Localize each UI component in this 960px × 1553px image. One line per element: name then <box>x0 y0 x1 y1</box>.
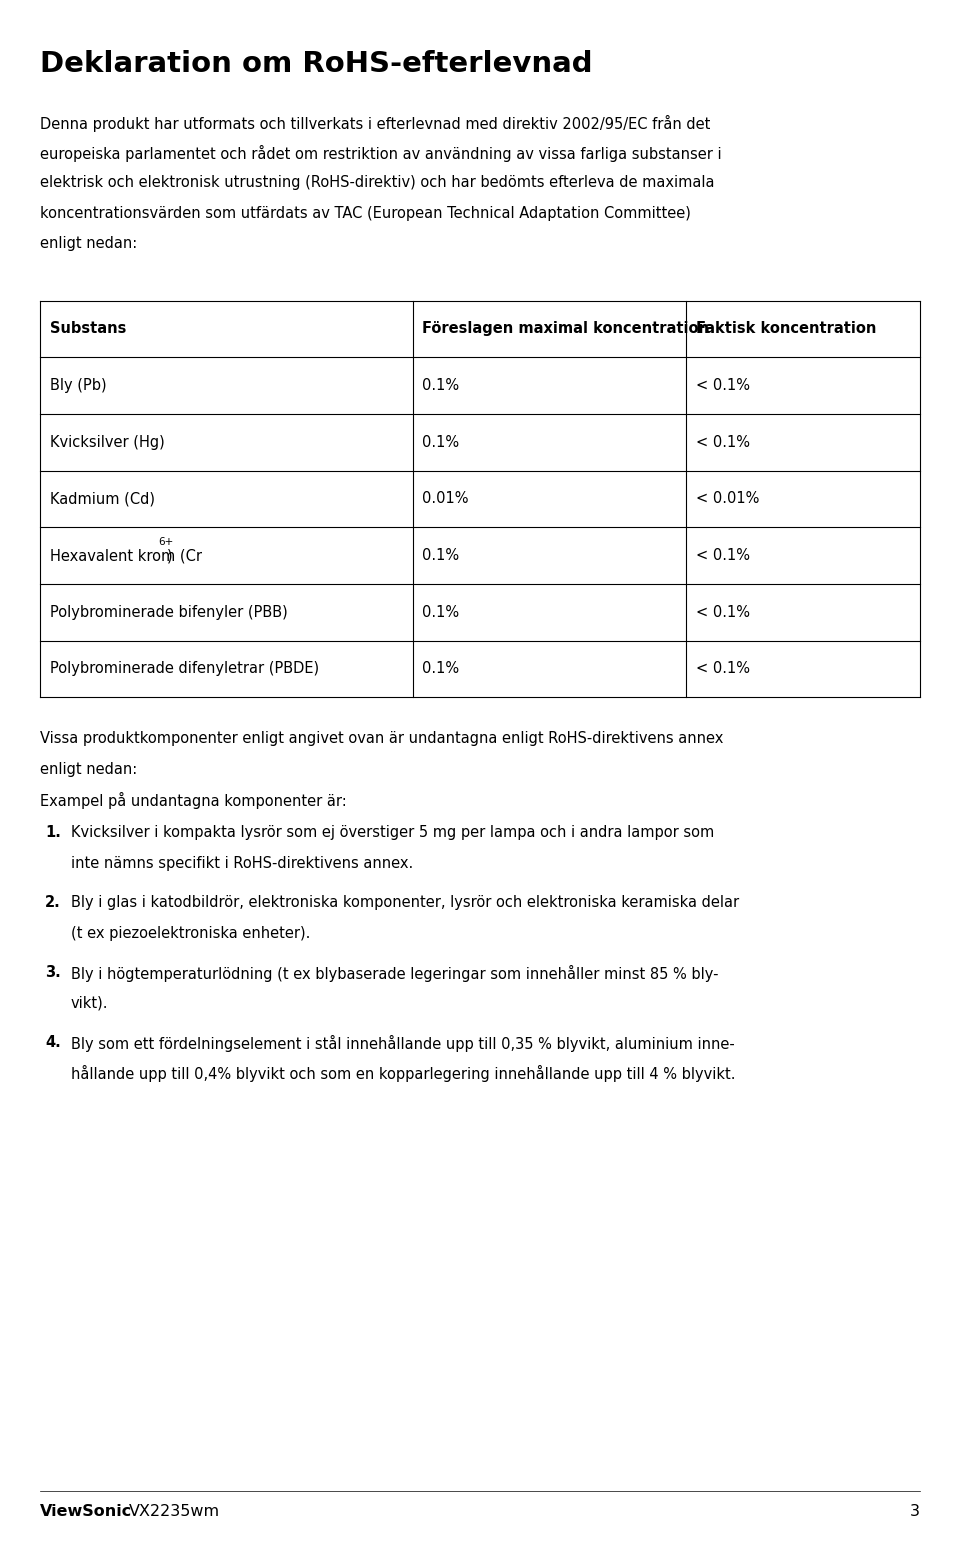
Text: Föreslagen maximal koncentration: Föreslagen maximal koncentration <box>422 321 709 337</box>
Text: hållande upp till 0,4% blyvikt och som en kopparlegering innehållande upp till 4: hållande upp till 0,4% blyvikt och som e… <box>71 1065 735 1082</box>
Text: Bly i glas i katodbildrör, elektroniska komponenter, lysrör och elektroniska ker: Bly i glas i katodbildrör, elektroniska … <box>71 895 739 910</box>
Text: 0.1%: 0.1% <box>422 548 460 564</box>
Text: ): ) <box>167 548 173 564</box>
Text: ViewSonic: ViewSonic <box>40 1503 132 1519</box>
Text: < 0.01%: < 0.01% <box>696 491 759 506</box>
Text: Kadmium (Cd): Kadmium (Cd) <box>50 491 155 506</box>
Text: < 0.1%: < 0.1% <box>696 377 750 393</box>
Text: Bly i högtemperaturlödning (t ex blybaserade legeringar som innehåller minst 85 : Bly i högtemperaturlödning (t ex blybase… <box>71 964 718 981</box>
Text: (t ex piezoelektroniska enheter).: (t ex piezoelektroniska enheter). <box>71 926 310 941</box>
Text: Deklaration om RoHS-efterlevnad: Deklaration om RoHS-efterlevnad <box>40 50 593 78</box>
Text: Bly som ett fördelningselement i stål innehållande upp till 0,35 % blyvikt, alum: Bly som ett fördelningselement i stål in… <box>71 1034 734 1051</box>
Text: 0.01%: 0.01% <box>422 491 468 506</box>
Text: Kvicksilver i kompakta lysrör som ej överstiger 5 mg per lampa och i andra lampo: Kvicksilver i kompakta lysrör som ej öve… <box>71 825 714 840</box>
Text: 4.: 4. <box>45 1034 60 1050</box>
Text: 0.1%: 0.1% <box>422 435 460 450</box>
Text: Kvicksilver (Hg): Kvicksilver (Hg) <box>50 435 165 450</box>
Text: enligt nedan:: enligt nedan: <box>40 761 137 776</box>
Text: europeiska parlamentet och rådet om restriktion av användning av vissa farliga s: europeiska parlamentet och rådet om rest… <box>40 146 722 162</box>
Text: inte nämns specifikt i RoHS-direktivens annex.: inte nämns specifikt i RoHS-direktivens … <box>71 856 414 871</box>
Text: 2.: 2. <box>45 895 60 910</box>
Text: Denna produkt har utformats och tillverkats i efterlevnad med direktiv 2002/95/E: Denna produkt har utformats och tillverk… <box>40 115 710 132</box>
Text: < 0.1%: < 0.1% <box>696 662 750 677</box>
Text: 6+: 6+ <box>158 537 174 547</box>
Text: < 0.1%: < 0.1% <box>696 604 750 620</box>
Text: Polybrominerade difenyletrar (PBDE): Polybrominerade difenyletrar (PBDE) <box>50 662 319 677</box>
Text: 1.: 1. <box>45 825 61 840</box>
Text: enligt nedan:: enligt nedan: <box>40 236 137 252</box>
Text: koncentrationsvärden som utfärdats av TAC (European Technical Adaptation Committ: koncentrationsvärden som utfärdats av TA… <box>40 207 691 221</box>
Text: 0.1%: 0.1% <box>422 662 460 677</box>
Text: vikt).: vikt). <box>71 995 108 1011</box>
Text: VX2235wm: VX2235wm <box>129 1503 220 1519</box>
Text: 3: 3 <box>910 1503 920 1519</box>
Text: 0.1%: 0.1% <box>422 377 460 393</box>
Text: Faktisk koncentration: Faktisk koncentration <box>696 321 876 337</box>
Text: 3.: 3. <box>45 964 60 980</box>
Text: Substans: Substans <box>50 321 127 337</box>
Text: < 0.1%: < 0.1% <box>696 548 750 564</box>
Text: Hexavalent krom (Cr: Hexavalent krom (Cr <box>50 548 202 564</box>
Text: Polybrominerade bifenyler (PBB): Polybrominerade bifenyler (PBB) <box>50 604 288 620</box>
Text: < 0.1%: < 0.1% <box>696 435 750 450</box>
Text: 0.1%: 0.1% <box>422 604 460 620</box>
Text: Exampel på undantagna komponenter är:: Exampel på undantagna komponenter är: <box>40 792 348 809</box>
Text: elektrisk och elektronisk utrustning (RoHS-direktiv) och har bedömts efterleva d: elektrisk och elektronisk utrustning (Ro… <box>40 175 715 191</box>
Text: Vissa produktkomponenter enligt angivet ovan är undantagna enligt RoHS-direktive: Vissa produktkomponenter enligt angivet … <box>40 731 724 747</box>
Text: Bly (Pb): Bly (Pb) <box>50 377 107 393</box>
